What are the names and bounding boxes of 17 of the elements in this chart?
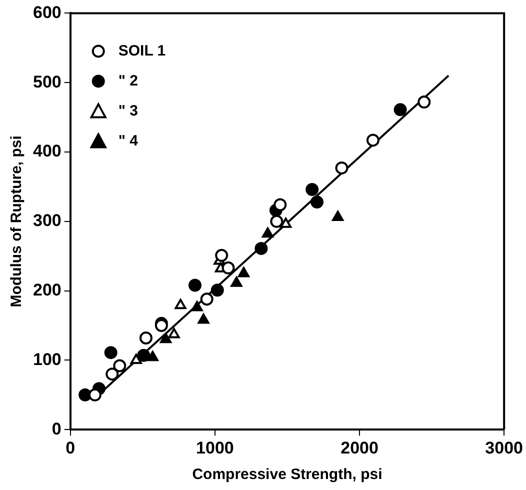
y-tick-label: 300 [32, 211, 62, 230]
y-tick-label: 600 [32, 2, 62, 22]
y-tick-label: 200 [32, 280, 62, 300]
x-tick-label: 0 [66, 438, 76, 458]
y-tick-label: 100 [32, 350, 62, 369]
legend-label: " 3 [118, 102, 138, 120]
legend-label: " 2 [118, 72, 138, 90]
legend-label: " 4 [118, 132, 139, 150]
x-axis-title: Compressive Strength, psi [192, 466, 382, 484]
x-tick-label: 3000 [485, 438, 524, 458]
y-tick-label: 0 [52, 419, 62, 438]
x-tick-label: 2000 [340, 438, 378, 458]
y-axis-title: Modulus of Rupture, psi [8, 136, 26, 308]
y-tick-label: 400 [32, 142, 62, 161]
x-tick-label: 1000 [196, 438, 234, 458]
legend-label: SOIL 1 [118, 42, 166, 60]
y-tick-label: 500 [32, 72, 62, 92]
